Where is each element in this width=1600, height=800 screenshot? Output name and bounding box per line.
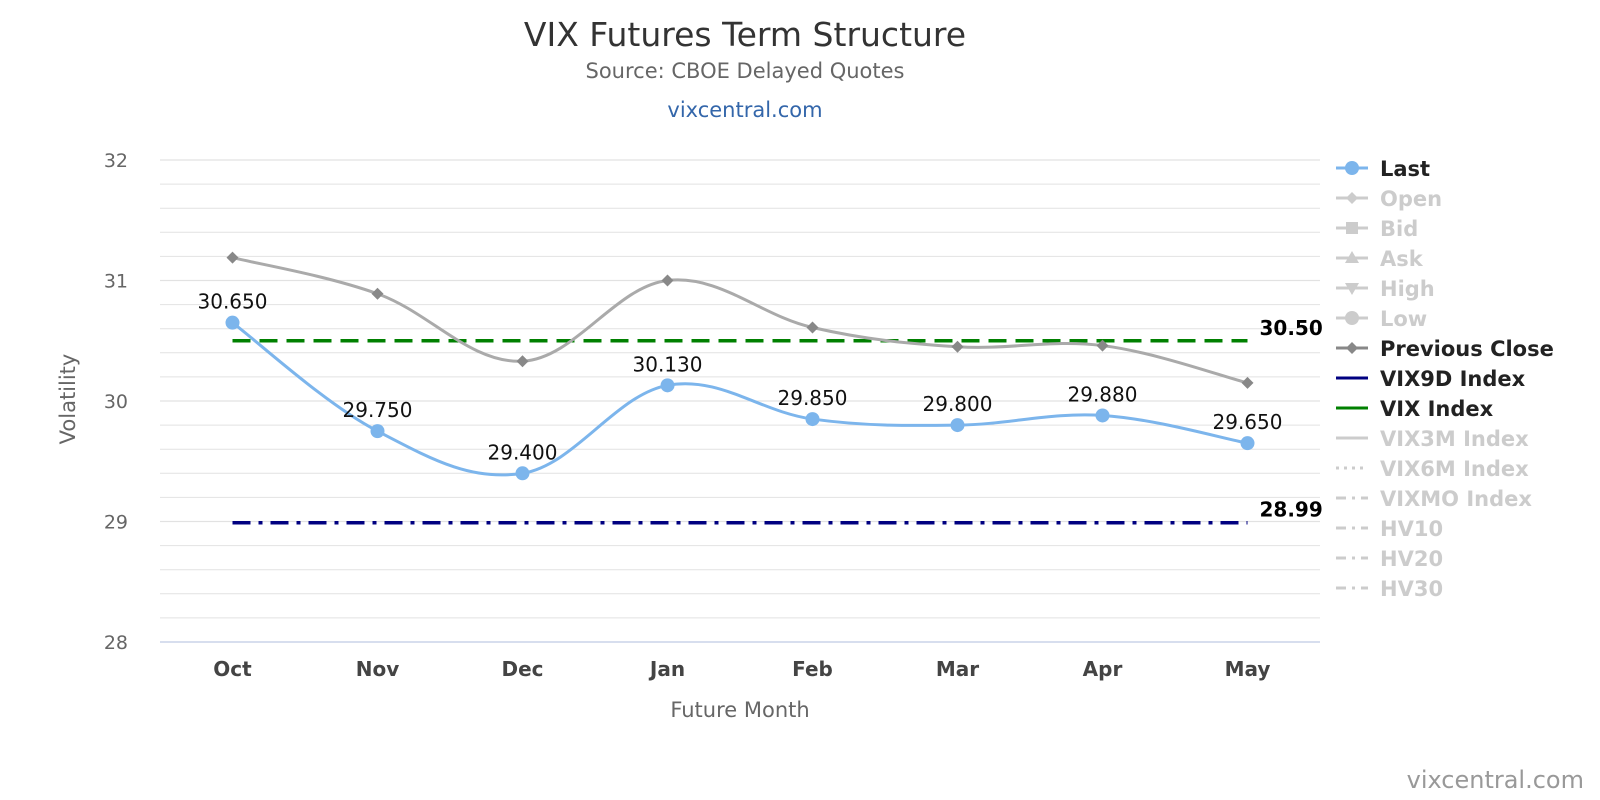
legend-label: HV10 [1380, 517, 1443, 541]
last-point[interactable] [805, 412, 820, 427]
legend-item[interactable]: VIX3M Index [1336, 427, 1529, 451]
data-labels: 30.650 29.750 29.400 30.130 29.850 29.800 29.8… [198, 290, 1283, 465]
previous-close-point[interactable] [226, 251, 239, 264]
data-label: 29.400 [488, 440, 558, 464]
legend-label: VIXMO Index [1380, 487, 1532, 511]
last-point[interactable] [225, 315, 240, 330]
legend-item[interactable]: HV30 [1336, 577, 1443, 601]
last-point[interactable] [660, 378, 675, 393]
y-tick-label: 31 [104, 271, 128, 293]
previous-close-point[interactable] [806, 321, 819, 334]
legend-symbol [1345, 311, 1359, 325]
y-tick-label: 29 [104, 512, 128, 534]
x-tick-label: May [1225, 657, 1271, 681]
data-label: 29.750 [343, 398, 413, 422]
legend-label: Previous Close [1380, 337, 1554, 361]
legend-item[interactable]: VIX6M Index [1336, 457, 1529, 481]
last-point[interactable] [950, 418, 965, 433]
legend-item[interactable]: VIXMO Index [1336, 487, 1532, 511]
legend-item[interactable]: HV20 [1336, 547, 1443, 571]
x-axis: Oct Nov Dec Jan Feb Mar Apr May [213, 657, 1270, 681]
legend-label: HV20 [1380, 547, 1443, 571]
data-label: 29.800 [923, 392, 993, 416]
y-tick-label: 28 [104, 632, 128, 654]
legend-item[interactable]: HV10 [1336, 517, 1443, 541]
x-tick-label: Apr [1083, 657, 1123, 681]
previous-close-point[interactable] [951, 340, 964, 353]
reference-lines: 28.99 30.50 [232, 316, 1323, 525]
x-tick-label: Nov [356, 657, 400, 681]
last-point[interactable] [1240, 436, 1255, 451]
y-axis-title: Volatility [56, 354, 80, 445]
legend-symbol [1345, 283, 1359, 295]
previous-close-point[interactable] [516, 355, 529, 368]
site-link[interactable]: vixcentral.com [667, 98, 822, 122]
reference-line-label: 30.50 [1260, 316, 1323, 340]
legend-item[interactable]: VIX Index [1336, 397, 1494, 421]
legend-symbol [1346, 342, 1358, 354]
legend-label: VIX9D Index [1380, 367, 1526, 391]
legend-label: HV30 [1380, 577, 1443, 601]
last-point[interactable] [370, 424, 385, 439]
chart-title: VIX Futures Term Structure [524, 15, 966, 54]
legend-item[interactable]: High [1336, 277, 1435, 301]
legend-symbol [1346, 192, 1358, 204]
legend-item[interactable]: VIX9D Index [1336, 367, 1526, 391]
legend-label: VIX Index [1380, 397, 1494, 421]
y-tick-label: 32 [104, 150, 128, 172]
legend-label: Open [1380, 187, 1442, 211]
y-axis: 28 29 30 31 32 [104, 150, 128, 654]
series [225, 251, 1255, 481]
x-tick-label: Mar [936, 657, 979, 681]
legend-label: Ask [1380, 247, 1424, 271]
previous-close-point[interactable] [371, 287, 384, 300]
watermark: vixcentral.com [1407, 766, 1584, 794]
last-point[interactable] [1095, 408, 1110, 423]
legend: Last Open Bid Ask High Low Previous Close VIX9D… [1336, 157, 1554, 601]
legend-item[interactable]: Ask [1336, 247, 1424, 271]
data-label: 29.850 [778, 386, 848, 410]
data-label: 29.880 [1068, 382, 1138, 406]
previous-close-point[interactable] [1096, 339, 1109, 352]
legend-item[interactable]: Bid [1336, 217, 1418, 241]
grid [160, 159, 1320, 643]
legend-label: Last [1380, 157, 1430, 181]
x-tick-label: Oct [213, 657, 252, 681]
y-tick-label: 30 [104, 391, 128, 413]
legend-symbol [1345, 161, 1359, 175]
last-line [231, 321, 1248, 477]
legend-label: VIX6M Index [1380, 457, 1529, 481]
x-tick-label: Jan [648, 657, 685, 681]
chart-subtitle: Source: CBOE Delayed Quotes [586, 59, 905, 83]
x-tick-label: Feb [792, 657, 833, 681]
reference-line-label: 28.99 [1260, 498, 1323, 522]
legend-item[interactable]: Previous Close [1336, 337, 1554, 361]
previous-close-point[interactable] [1241, 376, 1254, 389]
legend-item[interactable]: Open [1336, 187, 1442, 211]
legend-label: VIX3M Index [1380, 427, 1529, 451]
legend-label: Low [1380, 307, 1427, 331]
legend-symbol [1346, 222, 1358, 234]
previous-close-point[interactable] [661, 274, 674, 287]
last-point[interactable] [515, 466, 530, 481]
x-tick-label: Dec [501, 657, 543, 681]
x-axis-title: Future Month [670, 698, 809, 722]
data-label: 30.650 [198, 290, 268, 314]
data-label: 29.650 [1213, 410, 1283, 434]
data-label: 30.130 [633, 352, 703, 376]
legend-label: High [1380, 277, 1435, 301]
legend-item[interactable]: Low [1336, 307, 1427, 331]
legend-symbol [1345, 251, 1359, 263]
previous-close-line [232, 256, 1248, 385]
legend-label: Bid [1380, 217, 1418, 241]
legend-item[interactable]: Last [1336, 157, 1430, 181]
